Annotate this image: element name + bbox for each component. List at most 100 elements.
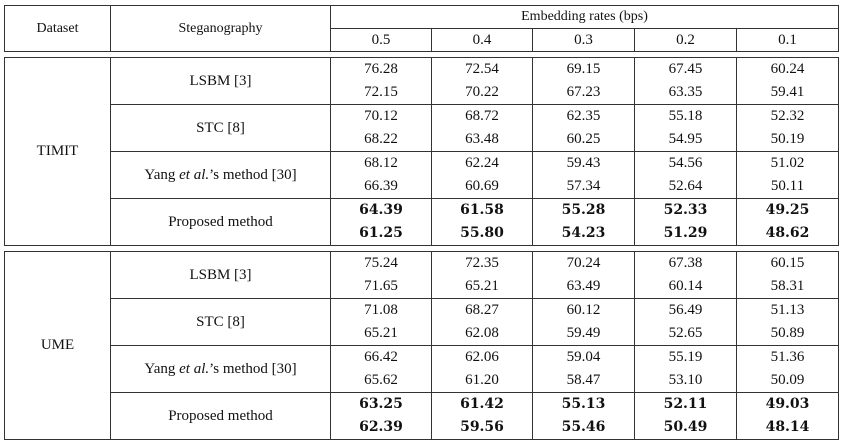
value-cell: 60.15 [735, 251, 840, 275]
method-name: Yang et al.’s method [30] [110, 345, 331, 393]
value-cell: 72.54 [431, 57, 533, 81]
header-rate: 0.1 [735, 28, 840, 52]
value-cell: 55.80 [431, 222, 533, 246]
method-name-text: Yang [144, 360, 180, 377]
header-rate: 0.2 [634, 28, 737, 52]
method-name: Yang et al.’s method [30] [110, 151, 331, 199]
method-name-italic: et al. [179, 360, 210, 377]
value-cell: 48.14 [735, 416, 840, 440]
value-cell: 52.64 [634, 175, 737, 199]
value-cell: 51.02 [735, 151, 840, 175]
table-row: 71.65 65.21 63.49 60.14 58.31 [5, 275, 840, 299]
value-cell: 59.49 [532, 322, 635, 346]
value-cell: 61.25 [330, 222, 432, 246]
table-row: STC [8] 70.12 68.72 62.35 55.18 52.32 [5, 104, 840, 152]
value-cell: 62.08 [431, 322, 533, 346]
value-cell: 62.35 [532, 104, 635, 128]
value-cell: 66.39 [330, 175, 432, 199]
value-cell: 67.23 [532, 81, 635, 105]
group-separator [4, 51, 839, 58]
value-cell: 70.22 [431, 81, 533, 105]
method-name-suffix: ’s method [30] [209, 166, 297, 183]
separator-cell [4, 51, 839, 58]
value-cell: 60.69 [431, 175, 533, 199]
header-rate: 0.3 [532, 28, 635, 52]
value-cell: 52.65 [634, 322, 737, 346]
value-cell: 65.62 [330, 369, 432, 393]
value-cell: 51.29 [634, 222, 737, 246]
value-cell: 72.35 [431, 251, 533, 275]
value-cell: 63.48 [431, 128, 533, 152]
table-row: 62.39 59.56 55.46 50.49 48.14 [5, 416, 840, 440]
value-cell: 68.22 [330, 128, 432, 152]
value-cell: 51.36 [735, 345, 840, 369]
method-name-text: Yang [144, 166, 180, 183]
method-name-italic: et al. [179, 166, 210, 183]
value-cell: 55.13 [532, 392, 635, 416]
method-name-text: LSBM [3] [189, 72, 252, 89]
value-cell: 76.28 [330, 57, 432, 81]
value-cell: 48.62 [735, 222, 840, 246]
value-cell: 55.46 [532, 416, 635, 440]
header-row-1: Dataset Steganography Embedding rates (b… [4, 5, 840, 52]
value-cell: 50.09 [735, 369, 840, 393]
value-cell: 55.18 [634, 104, 737, 128]
value-cell: 50.49 [634, 416, 737, 440]
value-cell: 63.49 [532, 275, 635, 299]
value-cell: 72.15 [330, 81, 432, 105]
table-row: 61.25 55.80 54.23 51.29 48.62 [5, 222, 840, 246]
value-cell: 52.11 [634, 392, 737, 416]
value-cell: 51.13 [735, 298, 840, 322]
value-cell: 59.41 [735, 81, 840, 105]
value-cell: 69.15 [532, 57, 635, 81]
value-cell: 54.23 [532, 222, 635, 246]
value-cell: 61.20 [431, 369, 533, 393]
table-row: 65.21 62.08 59.49 52.65 50.89 [5, 322, 840, 346]
table-row: 65.62 61.20 58.47 53.10 50.09 [5, 369, 840, 393]
group-separator [4, 245, 839, 252]
table-body: TIMIT LSBM [3] 76.28 72.54 69.15 67.45 60.24 72… [4, 51, 840, 440]
value-cell: 63.25 [330, 392, 432, 416]
table-row: Proposed method 64.39 61.58 55.28 52.33 49.25 [5, 198, 840, 246]
method-name: Proposed method [110, 198, 331, 246]
method-name: LSBM [3] [110, 57, 331, 105]
value-cell: 65.21 [431, 275, 533, 299]
method-name-text: STC [8] [196, 119, 245, 136]
value-cell: 54.56 [634, 151, 737, 175]
header-steganography: Steganography [110, 5, 331, 52]
value-cell: 52.33 [634, 198, 737, 222]
value-cell: 60.24 [735, 57, 840, 81]
method-name: STC [8] [110, 104, 331, 152]
value-cell: 49.25 [735, 198, 840, 222]
method-name-text: LSBM [3] [189, 266, 252, 283]
value-cell: 67.45 [634, 57, 737, 81]
value-cell: 62.24 [431, 151, 533, 175]
header-dataset: Dataset [4, 5, 111, 52]
table-row: Proposed method 63.25 61.42 55.13 52.11 49.03 [5, 392, 840, 440]
value-cell: 50.89 [735, 322, 840, 346]
dataset-name: TIMIT [4, 57, 111, 246]
method-name: Proposed method [110, 392, 331, 440]
separator-cell [4, 245, 839, 252]
value-cell: 61.58 [431, 198, 533, 222]
value-cell: 70.24 [532, 251, 635, 275]
value-cell: 63.35 [634, 81, 737, 105]
table-row: Yang et al.’s method [30] 68.12 62.24 59.43… [5, 151, 840, 199]
value-cell: 60.14 [634, 275, 737, 299]
value-cell: 60.25 [532, 128, 635, 152]
value-cell: 71.65 [330, 275, 432, 299]
value-cell: 66.42 [330, 345, 432, 369]
value-cell: 59.43 [532, 151, 635, 175]
value-cell: 54.95 [634, 128, 737, 152]
value-cell: 75.24 [330, 251, 432, 275]
table-row: UME LSBM [3] 75.24 72.35 70.24 67.38 60.15 [4, 251, 840, 440]
header-rate: 0.4 [431, 28, 533, 52]
value-cell: 52.32 [735, 104, 840, 128]
table-row: 72.15 70.22 67.23 63.35 59.41 [5, 81, 840, 105]
value-cell: 56.49 [634, 298, 737, 322]
value-cell: 70.12 [330, 104, 432, 128]
value-cell: 53.10 [634, 369, 737, 393]
value-cell: 58.31 [735, 275, 840, 299]
value-cell: 62.39 [330, 416, 432, 440]
value-cell: 58.47 [532, 369, 635, 393]
